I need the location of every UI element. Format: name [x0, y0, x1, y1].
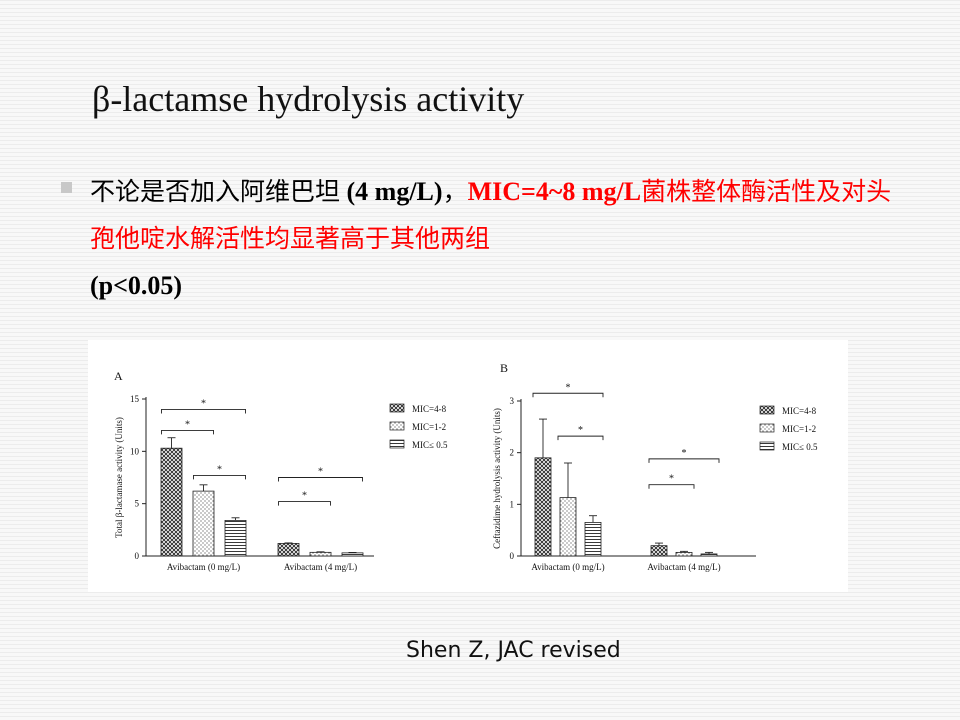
bullet-pvalue: (p<0.05) [90, 271, 183, 300]
legend-label: MIC=1-2 [782, 424, 816, 434]
y-tick-label: 5 [135, 499, 140, 509]
chart-panel-b: B 0 1 2 3 Ceftazidime hydrolysis activity (Un… [492, 361, 818, 572]
bar [534, 457, 552, 557]
bar [309, 551, 332, 557]
significance-star: * [185, 419, 190, 430]
bar [675, 551, 693, 557]
y-tick-label: 10 [130, 446, 140, 456]
legend-swatch [759, 441, 775, 451]
bar [650, 545, 668, 557]
y-tick-label: 1 [510, 499, 515, 509]
significance-bracket [648, 458, 720, 463]
bar [192, 490, 215, 557]
significance-star: * [682, 448, 687, 459]
legend-swatch [389, 403, 405, 413]
significance-star: * [578, 425, 583, 436]
significance-star: * [201, 398, 206, 409]
y-axis-label: Ceftazidime hydrolysis activity (Units) [492, 408, 502, 549]
significance-bracket [557, 435, 604, 441]
legend-swatch [759, 423, 775, 433]
bar [559, 497, 577, 557]
bar [700, 553, 718, 557]
bar [160, 447, 183, 557]
x-tick-label: Avibactam (0 mg/L) [167, 562, 240, 572]
panel-label: A [114, 369, 123, 383]
significance-star: * [669, 474, 674, 485]
significance-star: * [217, 464, 222, 475]
legend-swatch [389, 421, 405, 431]
y-tick-label: 0 [510, 551, 515, 561]
significance-bracket [161, 409, 246, 414]
bar [277, 543, 300, 557]
citation: Shen Z, JAC revised [406, 638, 621, 663]
bullet-dose: (4 mg/L) [340, 177, 443, 206]
slide-title: β-lactamse hydrolysis activity [92, 79, 525, 119]
bar [224, 520, 247, 557]
legend-label: MIC≤ 0.5 [412, 440, 448, 450]
bar [584, 522, 602, 557]
bullet-text: 不论是否加入阿维巴坦 (4 mg/L)，MIC=4~8 mg/L菌株整体酶活性及… [90, 168, 900, 309]
y-tick-label: 3 [510, 396, 515, 406]
significance-bracket [532, 392, 604, 398]
panel-label: B [500, 361, 508, 375]
figure-panel: A 0 5 10 15 Total β-lactamase activity (Units… [88, 340, 848, 592]
legend-label: MIC=1-2 [412, 422, 446, 432]
bullet-conclusion: 菌株整体酶活性及对头孢他啶水解活性均显著高于其他两组 [90, 177, 892, 253]
bullet-marker [61, 182, 72, 193]
y-axis-label: Total β-lactamase activity (Units) [114, 417, 124, 538]
chart-panel-a: A 0 5 10 15 Total β-lactamase activity (Units… [114, 369, 448, 572]
y-tick-label: 2 [510, 448, 515, 458]
significance-bracket [278, 477, 363, 482]
y-tick-label: 15 [130, 394, 140, 404]
bullet-comma: ， [442, 177, 468, 206]
x-tick-label: Avibactam (4 mg/L) [647, 562, 720, 572]
bar [341, 552, 364, 557]
significance-bracket [278, 501, 331, 506]
significance-bracket [193, 474, 246, 480]
legend-swatch [759, 405, 775, 415]
significance-star: * [566, 382, 571, 393]
significance-star: * [318, 467, 323, 478]
legend-swatch [389, 439, 405, 449]
bullet-text-part1: 不论是否加入阿维巴坦 [90, 177, 341, 206]
legend-label: MIC=4-8 [782, 406, 817, 416]
legend-label: MIC≤ 0.5 [782, 442, 818, 452]
bullet-mic-group: MIC=4~8 mg/L [467, 177, 642, 206]
x-tick-label: Avibactam (0 mg/L) [531, 562, 604, 572]
significance-bracket [648, 484, 695, 489]
significance-star: * [302, 491, 307, 502]
significance-bracket [161, 429, 214, 435]
x-tick-label: Avibactam (4 mg/L) [284, 562, 357, 572]
legend-label: MIC=4-8 [412, 404, 447, 414]
y-tick-label: 0 [135, 551, 140, 561]
